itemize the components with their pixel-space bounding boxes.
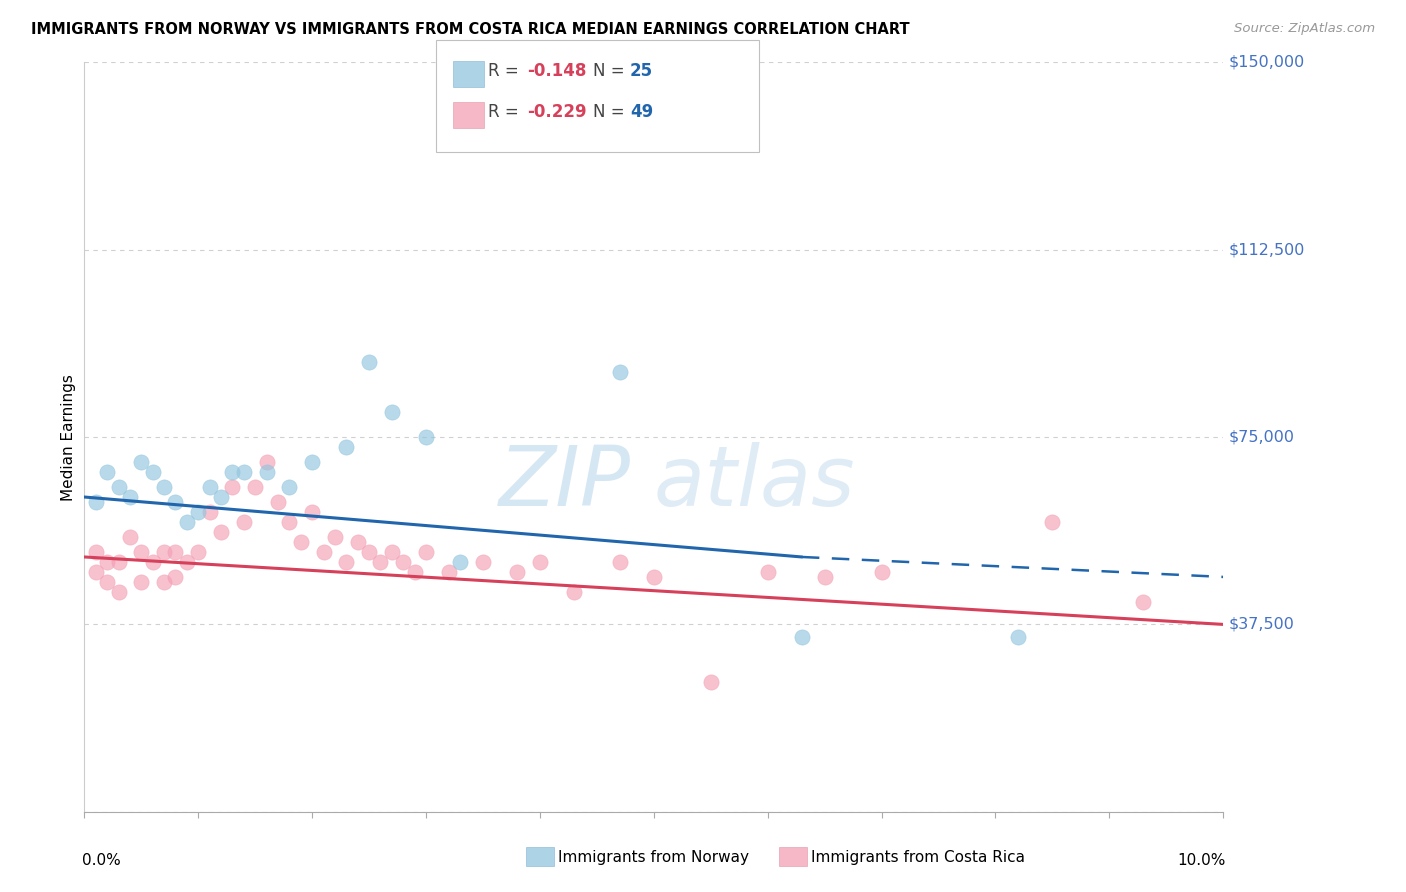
Point	[449, 555, 471, 569]
Text: N =: N =	[593, 62, 630, 80]
Point	[256, 465, 278, 479]
Point	[392, 555, 415, 569]
Point	[209, 490, 232, 504]
Point	[370, 555, 392, 569]
Point	[335, 555, 357, 569]
Point	[323, 530, 346, 544]
Point	[198, 505, 221, 519]
Point	[472, 555, 495, 569]
Point	[131, 574, 153, 589]
Text: 25: 25	[630, 62, 652, 80]
Point	[96, 555, 118, 569]
Point	[529, 555, 551, 569]
Text: R =: R =	[488, 103, 524, 120]
Point	[221, 465, 243, 479]
Point	[118, 530, 141, 544]
Point	[96, 465, 118, 479]
Point	[346, 535, 368, 549]
Text: 0.0%: 0.0%	[82, 853, 121, 868]
Point	[700, 674, 723, 689]
Point	[643, 570, 665, 584]
Point	[790, 630, 813, 644]
Point	[256, 455, 278, 469]
Point	[267, 495, 290, 509]
Text: $37,500: $37,500	[1229, 617, 1295, 632]
Point	[1042, 515, 1064, 529]
Point	[96, 574, 118, 589]
Text: $150,000: $150,000	[1229, 55, 1305, 70]
Point	[187, 545, 209, 559]
Point	[335, 440, 357, 454]
Point	[198, 480, 221, 494]
Point	[84, 545, 107, 559]
Point	[221, 480, 243, 494]
Point	[153, 480, 176, 494]
Point	[870, 565, 893, 579]
Point	[381, 545, 404, 559]
Point	[359, 355, 381, 369]
Text: ZIP: ZIP	[499, 442, 631, 523]
Text: 10.0%: 10.0%	[1177, 853, 1226, 868]
Text: Immigrants from Costa Rica: Immigrants from Costa Rica	[811, 850, 1025, 865]
Text: 49: 49	[630, 103, 654, 120]
Point	[84, 495, 107, 509]
Point	[153, 545, 176, 559]
Text: R =: R =	[488, 62, 524, 80]
Point	[209, 524, 232, 539]
Point	[609, 365, 631, 379]
Point	[814, 570, 837, 584]
Text: -0.148: -0.148	[527, 62, 586, 80]
Point	[232, 465, 254, 479]
Text: Immigrants from Norway: Immigrants from Norway	[558, 850, 749, 865]
Point	[131, 455, 153, 469]
Point	[118, 490, 141, 504]
Point	[1132, 595, 1154, 609]
Text: atlas: atlas	[654, 442, 855, 523]
Point	[131, 545, 153, 559]
Point	[107, 480, 129, 494]
Point	[301, 455, 323, 469]
Text: -0.229: -0.229	[527, 103, 586, 120]
Point	[165, 570, 187, 584]
Point	[176, 515, 198, 529]
Point	[506, 565, 529, 579]
Point	[312, 545, 335, 559]
Point	[290, 535, 312, 549]
Point	[142, 465, 165, 479]
Text: N =: N =	[593, 103, 630, 120]
Point	[404, 565, 426, 579]
Point	[437, 565, 460, 579]
Text: IMMIGRANTS FROM NORWAY VS IMMIGRANTS FROM COSTA RICA MEDIAN EARNINGS CORRELATION: IMMIGRANTS FROM NORWAY VS IMMIGRANTS FRO…	[31, 22, 910, 37]
Point	[107, 555, 129, 569]
Point	[381, 405, 404, 419]
Text: $75,000: $75,000	[1229, 430, 1295, 444]
Point	[84, 565, 107, 579]
Point	[245, 480, 267, 494]
Point	[415, 545, 437, 559]
Point	[187, 505, 209, 519]
Point	[756, 565, 779, 579]
Y-axis label: Median Earnings: Median Earnings	[60, 374, 76, 500]
Point	[415, 430, 437, 444]
Text: Source: ZipAtlas.com: Source: ZipAtlas.com	[1234, 22, 1375, 36]
Point	[232, 515, 254, 529]
Text: $112,500: $112,500	[1229, 243, 1305, 257]
Point	[278, 515, 301, 529]
Point	[609, 555, 631, 569]
Point	[278, 480, 301, 494]
Point	[359, 545, 381, 559]
Point	[107, 585, 129, 599]
Point	[301, 505, 323, 519]
Point	[153, 574, 176, 589]
Point	[165, 495, 187, 509]
Point	[176, 555, 198, 569]
Point	[165, 545, 187, 559]
Point	[562, 585, 585, 599]
Point	[1007, 630, 1029, 644]
Point	[142, 555, 165, 569]
